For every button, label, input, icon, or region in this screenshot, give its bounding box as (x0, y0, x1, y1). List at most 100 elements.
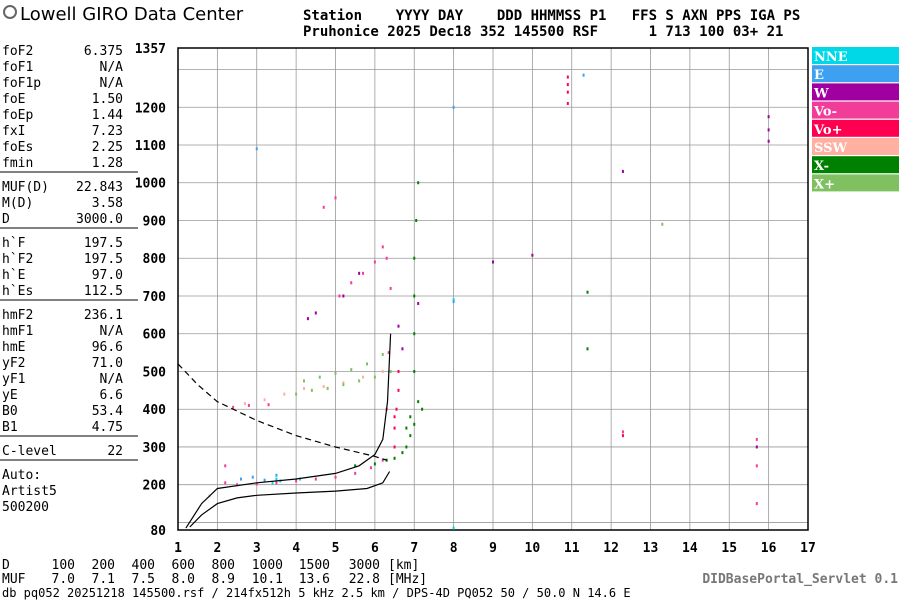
echo-dot (303, 386, 305, 390)
echo-dot (381, 458, 384, 462)
y-tick-label: 1100 (135, 139, 166, 154)
param-value: 22 (107, 444, 123, 459)
legend-swatch (812, 47, 899, 64)
legend-label: SSW (814, 141, 847, 156)
x-tick-label: 15 (721, 541, 737, 556)
muf-cell: [MHz] (388, 572, 427, 587)
echo-dot (661, 222, 664, 226)
y-tick-label: 80 (150, 524, 166, 539)
muf-cell: [km] (388, 558, 419, 573)
echo-dot (582, 73, 585, 77)
x-tick-label: 17 (800, 541, 816, 556)
echo-dot (395, 407, 398, 411)
echo-dot (275, 481, 278, 485)
param-value: 71.0 (92, 356, 123, 371)
footer: db pq052 20251218 145500.rsf / 214fx512h… (2, 586, 631, 600)
logo-text: Lowell GIRO Data Center (20, 4, 244, 25)
echo-dot (385, 256, 388, 260)
param-name: foEp (2, 108, 33, 123)
echo-dot (452, 105, 455, 109)
echo-dot (413, 422, 416, 426)
echo-dot (413, 332, 416, 336)
muf-cell: 8.9 (212, 572, 235, 587)
param-name: h`F2 (2, 252, 33, 267)
y-tick-label: 200 (143, 479, 167, 494)
echo-dot (295, 392, 298, 396)
echo-dot (755, 445, 758, 449)
muf-cell: 400 (132, 558, 155, 573)
param-name: MUF(D) (2, 180, 49, 195)
param-name: D (2, 212, 10, 227)
echo-dot (393, 445, 396, 449)
muf-cell: 8.0 (172, 572, 195, 587)
echo-dot (358, 379, 361, 383)
profile-curve (185, 333, 392, 529)
x-tick-label: 13 (643, 541, 659, 556)
muf-cell: 22.8 (349, 572, 380, 587)
param-value: 4.75 (92, 420, 123, 435)
echo-dot (397, 388, 400, 392)
param-name: foF1p (2, 76, 41, 91)
y-tick-label: 600 (143, 328, 167, 343)
echo-dot (263, 398, 266, 402)
param-name: foE (2, 92, 25, 107)
echo-dot (373, 260, 376, 264)
server-label: DIDBasePortal_Servlet 0.1 (702, 572, 898, 587)
echo-dot (263, 478, 266, 482)
param-value: 22.843 (76, 180, 123, 195)
echo-dot (767, 115, 770, 119)
echo-dot (342, 294, 345, 298)
x-tick-label: 8 (450, 541, 458, 556)
echo-dot (401, 347, 404, 351)
echo-dot (224, 464, 227, 468)
profile-curve (189, 471, 391, 528)
echo-dot (334, 196, 337, 200)
echo-dot (350, 281, 353, 285)
legend-swatch (812, 101, 899, 119)
param-name: hmF1 (2, 324, 33, 339)
legend-swatch (812, 174, 899, 192)
y-tick-label: 1200 (135, 101, 166, 116)
legend-swatch (812, 156, 899, 174)
echo-dot (393, 456, 396, 460)
echo-dot (621, 430, 624, 434)
echo-dot (531, 253, 534, 257)
echo-dot (362, 375, 365, 379)
echo-dot (417, 302, 420, 306)
echo-dot (303, 379, 305, 383)
echo-dot (492, 260, 494, 264)
muf-cell: 800 (212, 558, 235, 573)
echo-dot (350, 368, 353, 372)
echo-dot (358, 271, 361, 275)
echo-dot (381, 369, 384, 373)
header-line: Station YYYY DAY DDD HHMMSS P1 FFS S AXN… (303, 8, 800, 24)
param-name: B0 (2, 404, 18, 419)
echo-dot (334, 475, 337, 479)
legend-label: W (813, 86, 829, 101)
param-name: C-level (2, 444, 57, 459)
muf-cell: 10.1 (252, 572, 283, 587)
echo-dot (413, 294, 416, 298)
echo-dot (452, 300, 455, 304)
muf-cell: 7.1 (92, 572, 115, 587)
param-name: hmF2 (2, 308, 33, 323)
x-tick-label: 3 (253, 541, 261, 556)
legend-label: Vo+ (813, 123, 842, 138)
echo-dot (413, 256, 416, 260)
param-name: fxI (2, 124, 25, 139)
echo-dot (566, 101, 569, 105)
param-value: 3.58 (92, 196, 123, 211)
echo-dot (566, 90, 569, 94)
param-name: fmin (2, 156, 33, 171)
auto-line: 500200 (2, 500, 49, 515)
echo-dot (247, 403, 250, 407)
echo-dot (251, 475, 254, 479)
echo-dot (381, 245, 384, 249)
echo-dot (755, 437, 758, 441)
echo-dot (755, 502, 758, 506)
echo-dot (389, 369, 392, 373)
param-value: N/A (100, 324, 124, 339)
echo-dot (243, 402, 246, 406)
echo-dot (566, 75, 569, 79)
